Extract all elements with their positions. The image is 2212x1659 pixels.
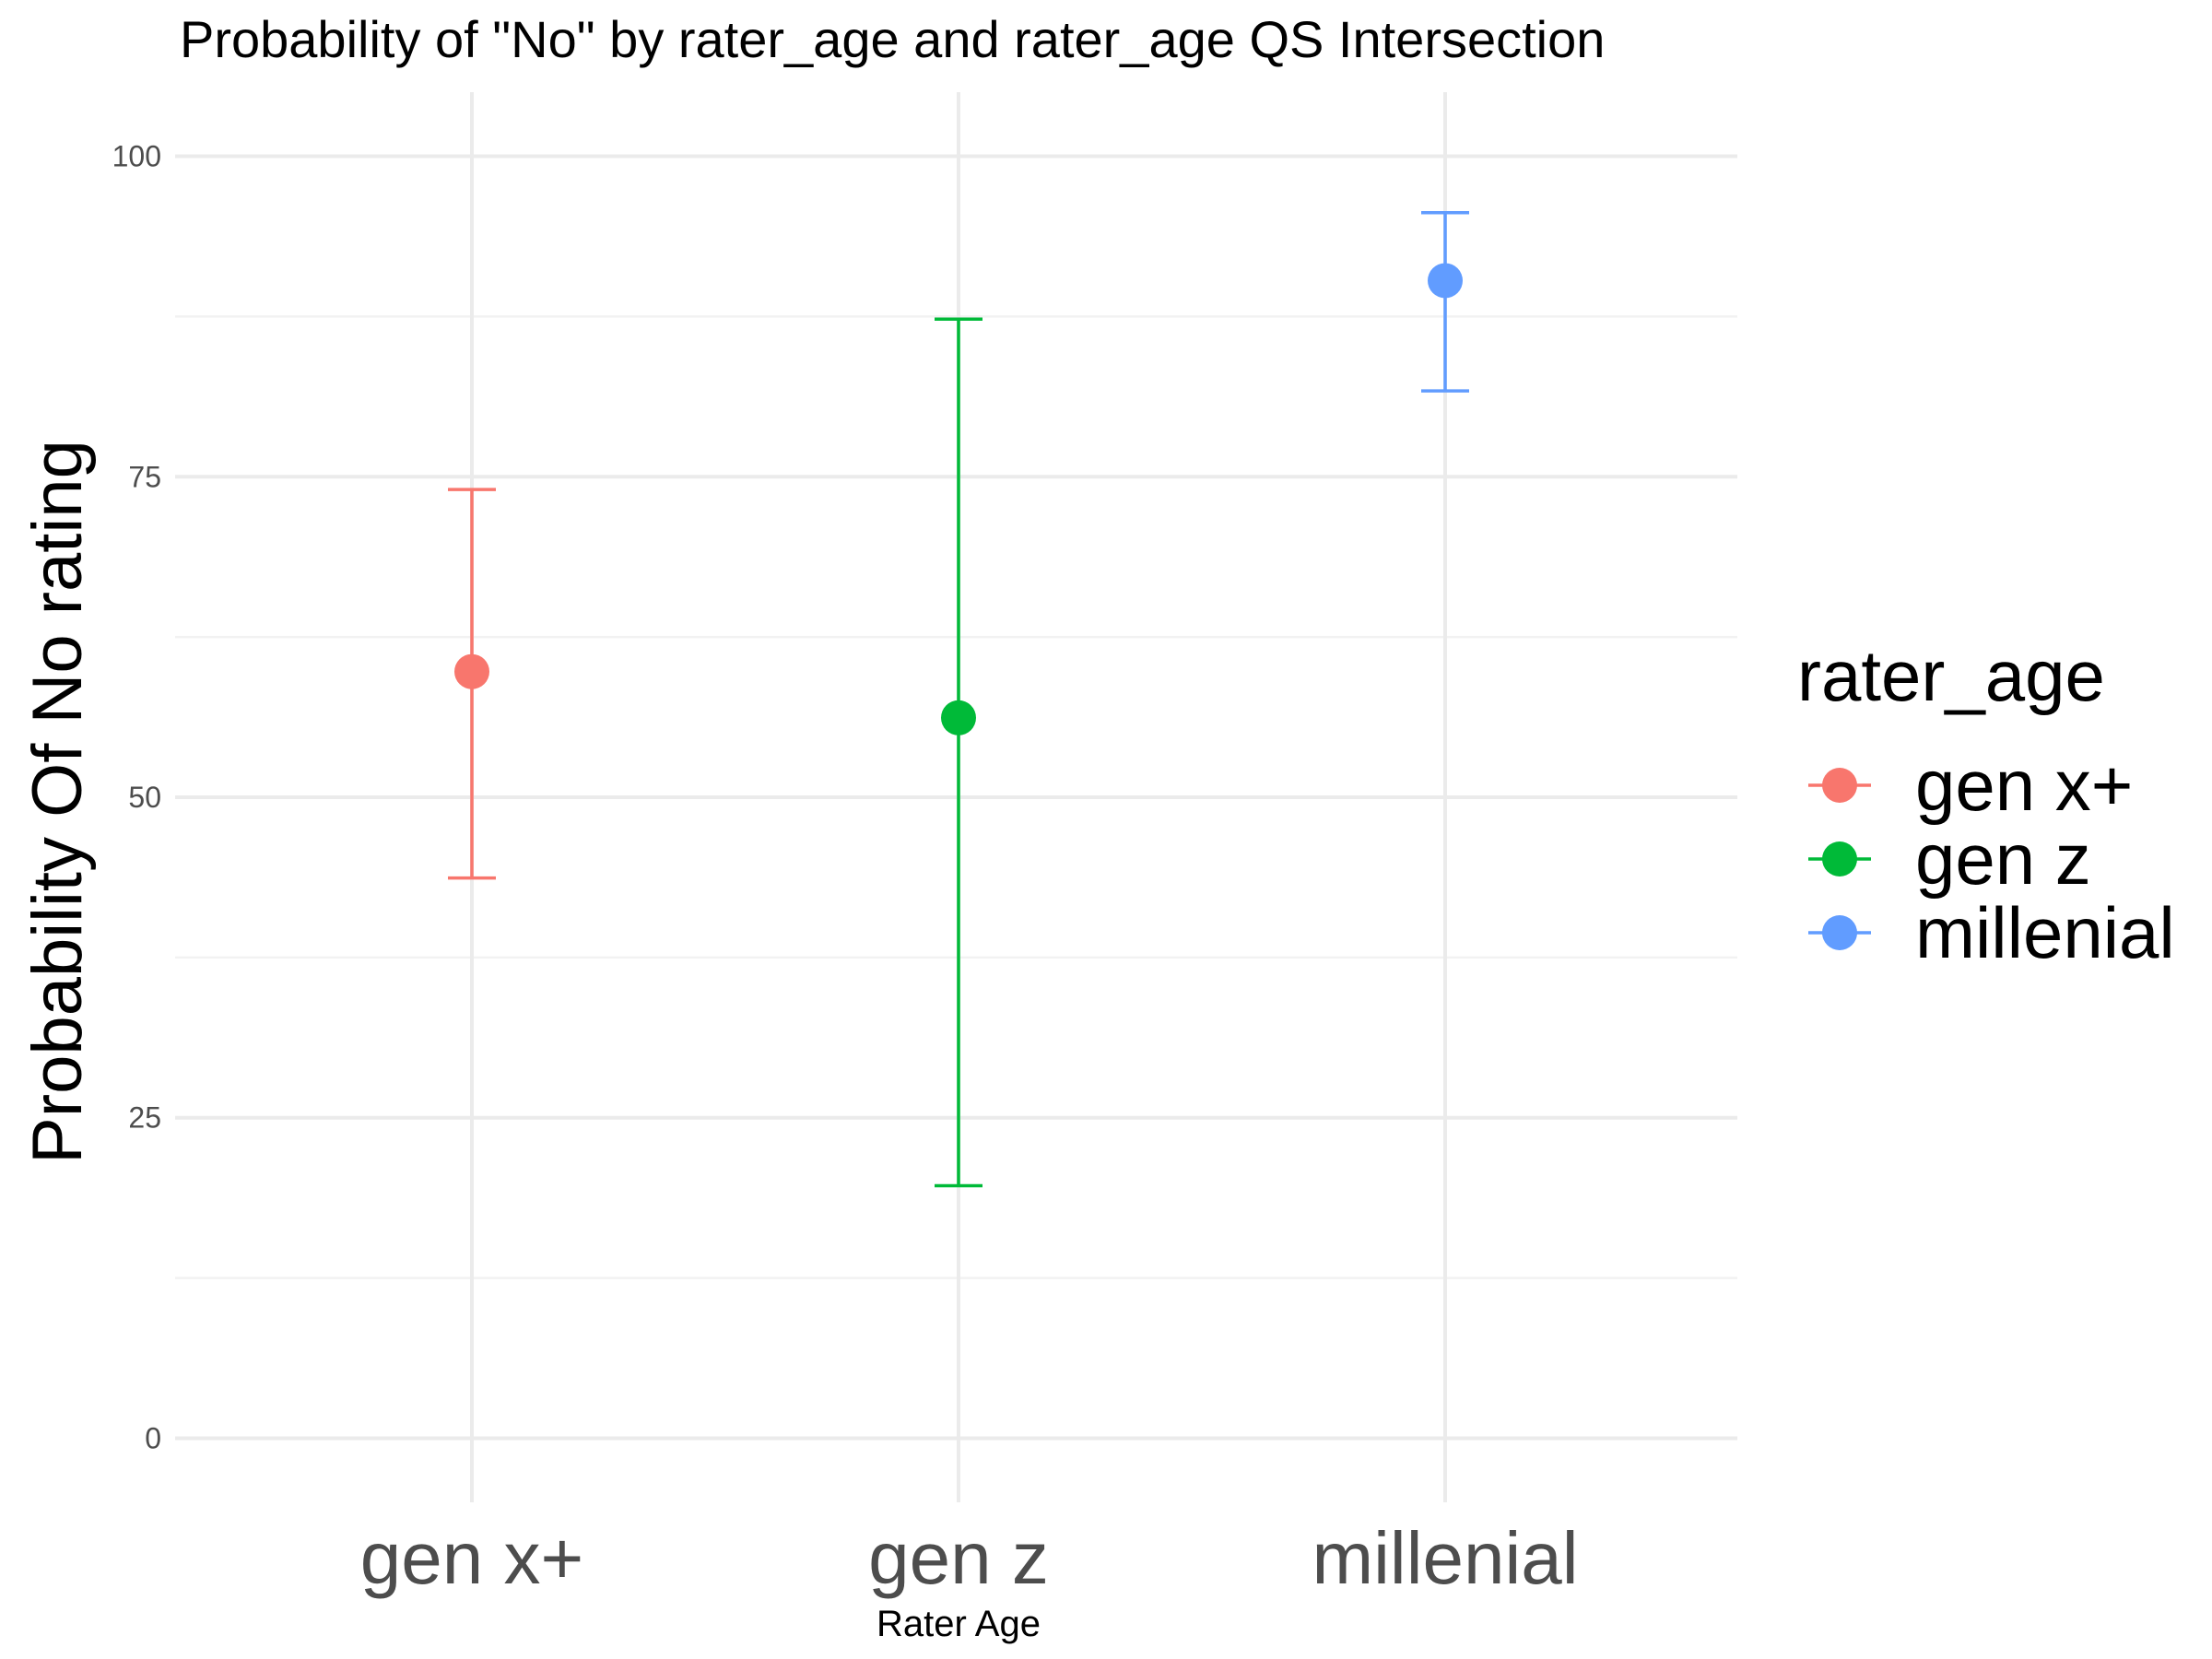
series-gen-z xyxy=(935,317,982,1188)
data-point xyxy=(454,653,489,689)
x-tick-labels: gen x+ gen z millenial xyxy=(360,1517,1579,1599)
chart-title: Probability of "No" by rater_age and rat… xyxy=(180,10,1605,68)
legend-key-point xyxy=(1822,768,1857,803)
data-point xyxy=(941,700,976,735)
data-point xyxy=(1428,263,1463,299)
x-tick-label: millenial xyxy=(1312,1517,1579,1599)
x-axis-label: Rater Age xyxy=(877,1604,1041,1644)
y-tick-label: 100 xyxy=(112,140,161,173)
x-tick-label: gen z xyxy=(868,1517,1049,1599)
legend-key-point xyxy=(1822,841,1857,877)
y-tick-label: 25 xyxy=(128,1101,161,1135)
legend-key-point xyxy=(1822,915,1857,950)
y-axis-label: Probability Of No rating xyxy=(18,440,97,1164)
grid xyxy=(175,92,1737,1502)
series-gen-x- xyxy=(448,488,496,880)
legend-key xyxy=(1808,841,1871,877)
legend-label: gen z xyxy=(1915,818,2091,900)
y-tick-label: 0 xyxy=(145,1421,161,1454)
legend-key xyxy=(1808,768,1871,803)
y-tick-label: 75 xyxy=(128,460,161,493)
legend-label: gen x+ xyxy=(1915,745,2133,826)
series-millenial xyxy=(1421,210,1469,393)
x-tick-label: gen x+ xyxy=(360,1517,583,1599)
y-tick-label: 50 xyxy=(128,781,161,814)
marks xyxy=(448,210,1469,1188)
legend-title: rater_age xyxy=(1797,635,2105,716)
legend-label: millenial xyxy=(1915,892,2175,973)
y-tick-labels: 0 25 50 75 100 xyxy=(112,140,161,1455)
legend-key xyxy=(1808,915,1871,950)
